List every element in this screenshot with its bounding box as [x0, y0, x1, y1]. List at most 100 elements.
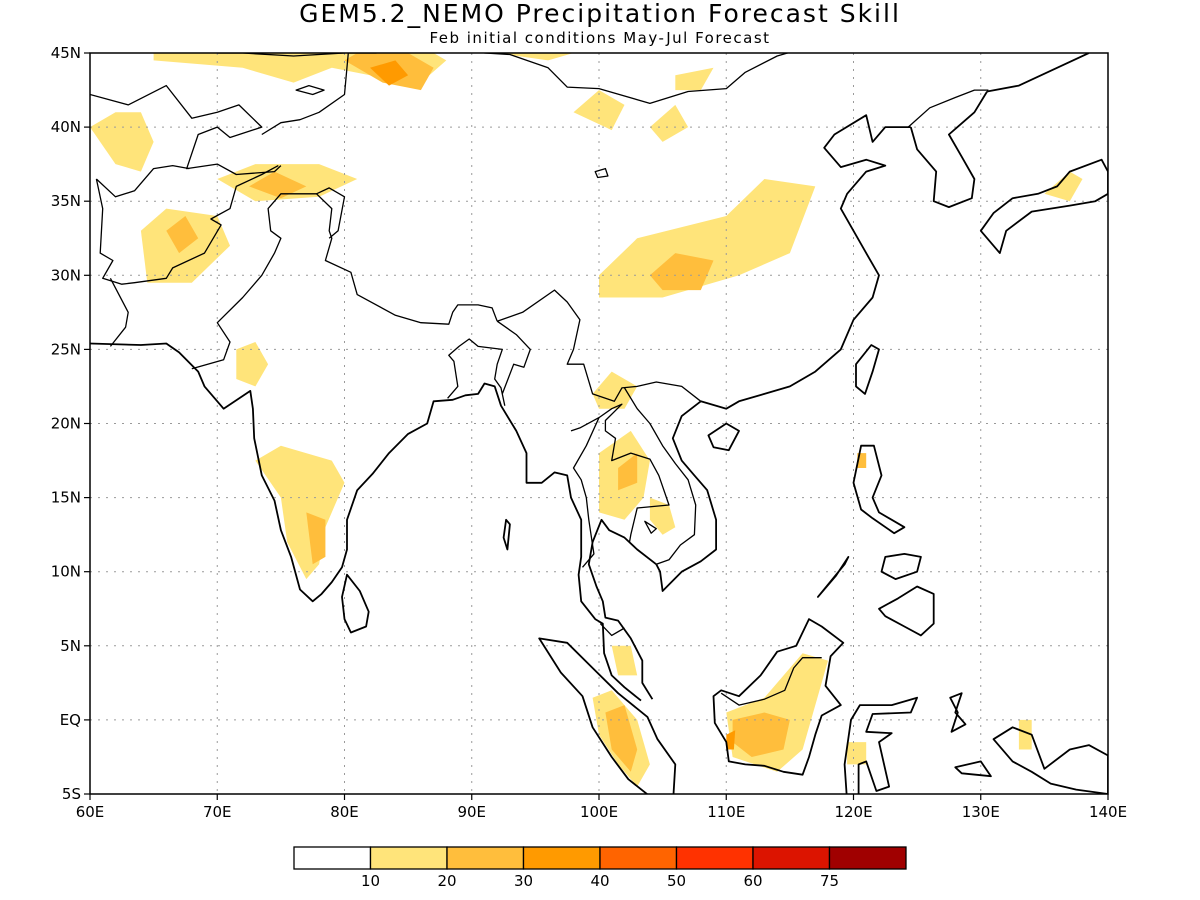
colorbar: 10 20 30 40 50 60 75 [293, 846, 907, 890]
colorbar-label: 30 [514, 872, 533, 890]
skill-region-myanmar-north [592, 371, 638, 409]
lake-issyk-kul [295, 84, 325, 96]
skill-region-sulawesi [847, 742, 867, 765]
coastline-gulf-of-thailand [587, 518, 657, 700]
skill-region-new-guinea [1018, 719, 1032, 750]
skill-region-pamir-core [249, 171, 307, 199]
map-title: GEM5.2_NEMO Precipitation Forecast Skill [299, 0, 901, 28]
coastline-seram [954, 760, 992, 778]
gridlines [90, 53, 1108, 794]
border-iran-pakistan [109, 277, 129, 347]
border-china-west [261, 53, 378, 136]
coastline-vietnam-coast [655, 400, 717, 592]
border-china-mongolia [483, 53, 790, 105]
border-thai-myanmar [570, 416, 600, 568]
lon-tick-label: 70E [203, 803, 232, 821]
coastline-korea-coast [909, 91, 988, 209]
lat-tick-label: 5N [60, 637, 81, 655]
skill-region-borneo-max [726, 730, 736, 750]
colorbar-label: 10 [361, 872, 380, 890]
lon-tick-label: 110E [707, 803, 745, 821]
lon-tick-label: 90E [457, 803, 486, 821]
border-india-myanmar [496, 320, 531, 395]
skill-region-indochina-core [618, 453, 638, 491]
coastline-russia-coast [986, 53, 1090, 93]
colorbar-label: 20 [437, 872, 456, 890]
axes: 60E 70E 80E 90E 100E 110E 120E 130E 140E 5S EQ 5N 10… [51, 44, 1127, 821]
coastline-sumatra [538, 637, 677, 794]
lon-tick-label: 100E [580, 803, 618, 821]
coastline-japan [979, 158, 1108, 255]
coastline-visayas [880, 553, 922, 580]
lat-tick-label: 15N [51, 489, 81, 507]
border-myanmar-thai-laos [598, 403, 670, 543]
skill-region-north-china [649, 104, 689, 142]
coastline-taiwan [855, 344, 880, 395]
lon-tick-label: 80E [330, 803, 359, 821]
lat-tick-label: 25N [51, 340, 81, 358]
colorbar-swatch [446, 846, 525, 870]
skill-region-tibet-east [599, 179, 816, 298]
skill-region-mongolia-north [497, 53, 574, 61]
skill-region-tianshan-max [370, 60, 409, 86]
lon-tick-label: 60E [76, 803, 105, 821]
lat-tick-label: 30N [51, 266, 81, 284]
skill-region-inner-mongolia [675, 67, 714, 91]
map-subtitle: Feb initial conditions May-Jul Forecast [429, 29, 771, 47]
lat-tick-label: 45N [51, 44, 81, 62]
colorbar-swatch [293, 846, 372, 870]
coastline-mindanao [878, 585, 935, 637]
skill-region-central-asia-w [90, 112, 154, 172]
skill-region-borneo-core [732, 712, 790, 757]
skill-region-borneo [726, 653, 828, 772]
border-laos-vietnam [623, 387, 697, 565]
colorbar-label: 40 [590, 872, 609, 890]
lat-tick-label: 20N [51, 415, 81, 433]
border-iran-afghan [95, 165, 279, 285]
border-china-korea [907, 89, 989, 128]
coastline-palawan [817, 556, 850, 598]
lon-tick-label: 130E [962, 803, 1000, 821]
coastline-hainan [707, 422, 740, 452]
coastlines-and-borders [90, 0, 1108, 794]
border-mongolia-russia [444, 0, 828, 16]
coastline-china-coast [700, 114, 911, 410]
coastline-sri-lanka [341, 573, 370, 634]
colorbar-swatch [752, 846, 831, 870]
colorbar-label: 75 [820, 872, 839, 890]
lat-tick-label: 10N [51, 563, 81, 581]
coastline-andaman-islands [502, 518, 511, 551]
border-myanmar-china [496, 289, 702, 402]
lat-tick-label: 40N [51, 118, 81, 136]
border-malaysia-thai [599, 623, 625, 637]
colorbar-label: 60 [743, 872, 762, 890]
lake-balkhash [268, 53, 270, 54]
lon-tick-label: 120E [834, 803, 872, 821]
skill-region-pakistan-core [166, 216, 199, 254]
colorbar-swatch [828, 846, 907, 870]
lake-qinghai [594, 167, 609, 179]
border-kyrgyz-uzbek [90, 84, 282, 176]
colorbar-swatch [675, 846, 754, 870]
coastline-sulawesi [843, 696, 918, 794]
coastline-andaman-coast [90, 342, 642, 702]
skill-region-gujarat [236, 342, 269, 387]
coastline-halmahera [949, 692, 967, 733]
lat-tick-label: 5S [62, 785, 81, 803]
lat-tick-label: 35N [51, 192, 81, 210]
border-pakistan-india [191, 193, 498, 370]
colorbar-swatch [522, 846, 601, 870]
colorbar-swatch [599, 846, 678, 870]
coastline-luzon [852, 444, 906, 535]
border-china-himalaya [316, 187, 346, 239]
border-borneo-border [720, 657, 822, 706]
skill-region-malaya [611, 645, 638, 676]
colorbar-swatch [369, 846, 448, 870]
lake-tonle-sap [644, 520, 657, 534]
coastline-new-guinea [992, 726, 1108, 794]
skill-region-cambodia [649, 497, 676, 535]
border-bangladesh [447, 338, 506, 406]
border-turkmen-afghan [95, 164, 190, 198]
skill-region-korea-strip [1044, 171, 1083, 202]
